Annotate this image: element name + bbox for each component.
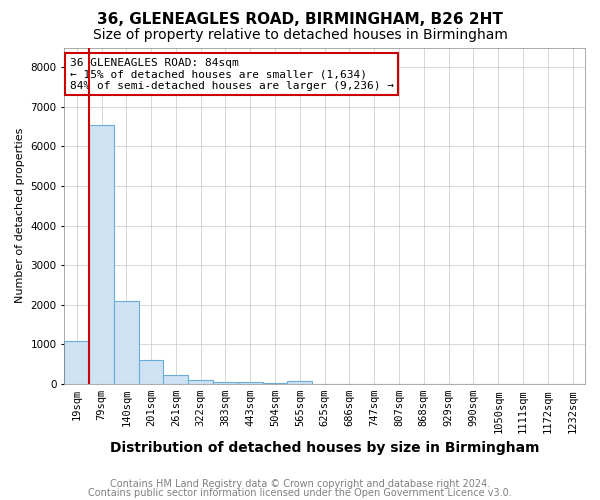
Text: Contains HM Land Registry data © Crown copyright and database right 2024.: Contains HM Land Registry data © Crown c… [110, 479, 490, 489]
Bar [188, 380, 213, 384]
Bar [238, 382, 263, 384]
Bar [89, 124, 114, 384]
Text: Size of property relative to detached houses in Birmingham: Size of property relative to detached ho… [92, 28, 508, 42]
X-axis label: Distribution of detached houses by size in Birmingham: Distribution of detached houses by size … [110, 441, 539, 455]
Bar [263, 383, 287, 384]
Text: 36, GLENEAGLES ROAD, BIRMINGHAM, B26 2HT: 36, GLENEAGLES ROAD, BIRMINGHAM, B26 2HT [97, 12, 503, 28]
Bar [163, 375, 188, 384]
Bar [139, 360, 163, 384]
Bar [114, 301, 139, 384]
Bar [287, 382, 312, 384]
Bar [213, 382, 238, 384]
Bar [64, 340, 89, 384]
Text: Contains public sector information licensed under the Open Government Licence v3: Contains public sector information licen… [88, 488, 512, 498]
Y-axis label: Number of detached properties: Number of detached properties [15, 128, 25, 304]
Text: 36 GLENEAGLES ROAD: 84sqm
← 15% of detached houses are smaller (1,634)
84% of se: 36 GLENEAGLES ROAD: 84sqm ← 15% of detac… [70, 58, 394, 91]
